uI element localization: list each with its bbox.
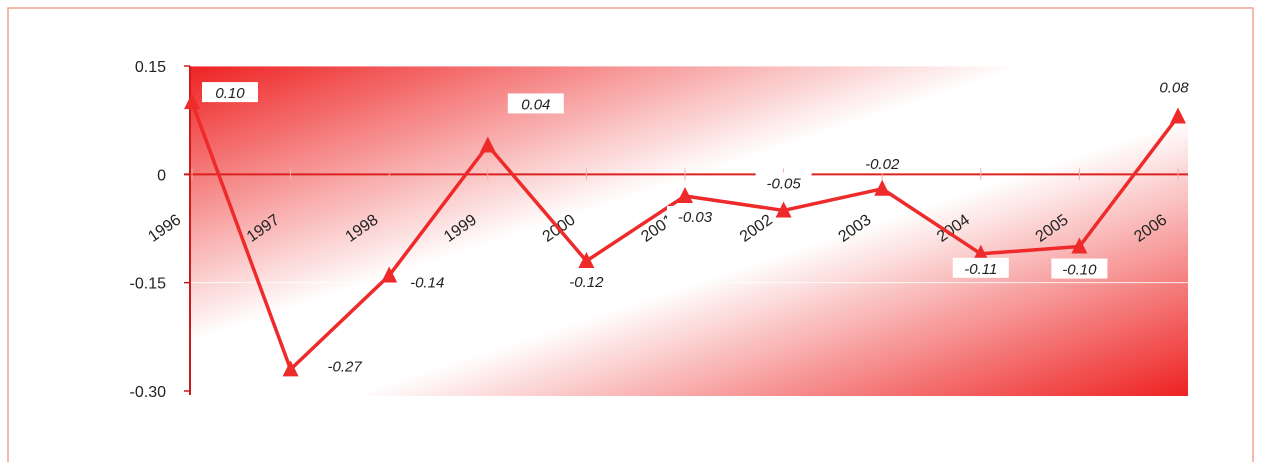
data-point-marker	[1170, 107, 1186, 124]
data-label: 0.04	[521, 96, 550, 113]
data-label-box	[667, 206, 723, 226]
plot-area	[190, 66, 1188, 396]
data-point-marker	[282, 360, 299, 377]
data-label-box	[316, 355, 373, 376]
x-tick-label: 1996	[145, 211, 184, 245]
data-point-marker	[1071, 237, 1088, 254]
data-label-box	[507, 93, 564, 114]
data-label: -0.12	[569, 274, 604, 291]
data-label: 0.08	[1159, 80, 1189, 97]
y-axis-ticks: 0.15 0 -0.15 -0.30	[130, 59, 167, 401]
data-point-marker	[775, 201, 792, 218]
axes	[184, 65, 1188, 395]
data-point-marker	[578, 252, 595, 268]
chart-border	[7, 7, 1254, 462]
grid-lines	[190, 65, 1188, 284]
data-label: -0.05	[766, 175, 801, 192]
data-point-marker	[874, 179, 891, 196]
data-label-box	[1051, 258, 1108, 279]
data-label: -0.10	[1062, 262, 1097, 279]
data-label: -0.14	[410, 274, 444, 291]
data-label-box	[854, 152, 911, 173]
data-label: 0.10	[215, 85, 245, 102]
data-label: -0.02	[865, 156, 900, 173]
y-tick-label: -0.30	[130, 384, 167, 401]
data-point-marker	[972, 244, 989, 261]
data-markers	[184, 93, 1186, 377]
data-label-box	[399, 271, 456, 292]
data-point-marker	[677, 187, 693, 203]
y-tick-label: -0.15	[130, 276, 167, 293]
data-point-marker	[381, 266, 398, 283]
data-label: -0.27	[327, 358, 362, 375]
data-label: -0.11	[964, 261, 997, 278]
data-point-marker	[479, 136, 496, 153]
data-label: -0.03	[678, 209, 713, 226]
data-label-box	[755, 172, 812, 193]
y-tick-label: 0.15	[135, 59, 166, 76]
data-label-box	[202, 82, 258, 103]
data-label-box	[1146, 76, 1202, 97]
data-point-marker	[184, 93, 200, 110]
y-tick-label: 0	[157, 167, 166, 184]
data-label-box	[952, 257, 1009, 278]
data-labels: 0.10 -0.27 -0.14 0.04 -0.12 -0.03 -0.05 -0.02 -0…	[202, 76, 1202, 376]
data-label-box	[558, 271, 615, 291]
